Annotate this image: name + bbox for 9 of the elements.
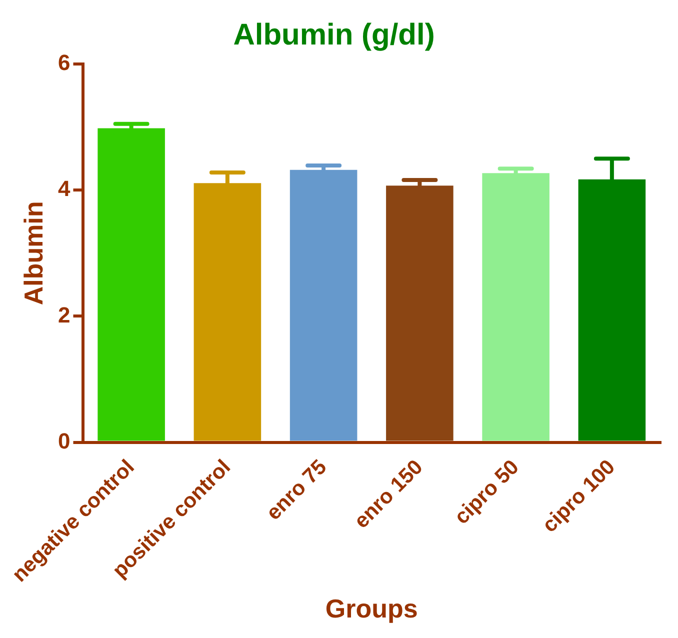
- x-tick-label: enro 75: [262, 455, 332, 525]
- y-tick-label: 4: [58, 176, 71, 202]
- y-tick-label: 2: [58, 302, 70, 328]
- chart-title: Albumin (g/dl): [233, 18, 435, 52]
- x-axis-title: Groups: [325, 594, 418, 624]
- y-tick-label: 0: [58, 428, 70, 454]
- y-tick-label: 6: [58, 50, 70, 76]
- x-tick-label: enro 150: [350, 456, 428, 533]
- y-axis-title: Albumin: [18, 201, 49, 306]
